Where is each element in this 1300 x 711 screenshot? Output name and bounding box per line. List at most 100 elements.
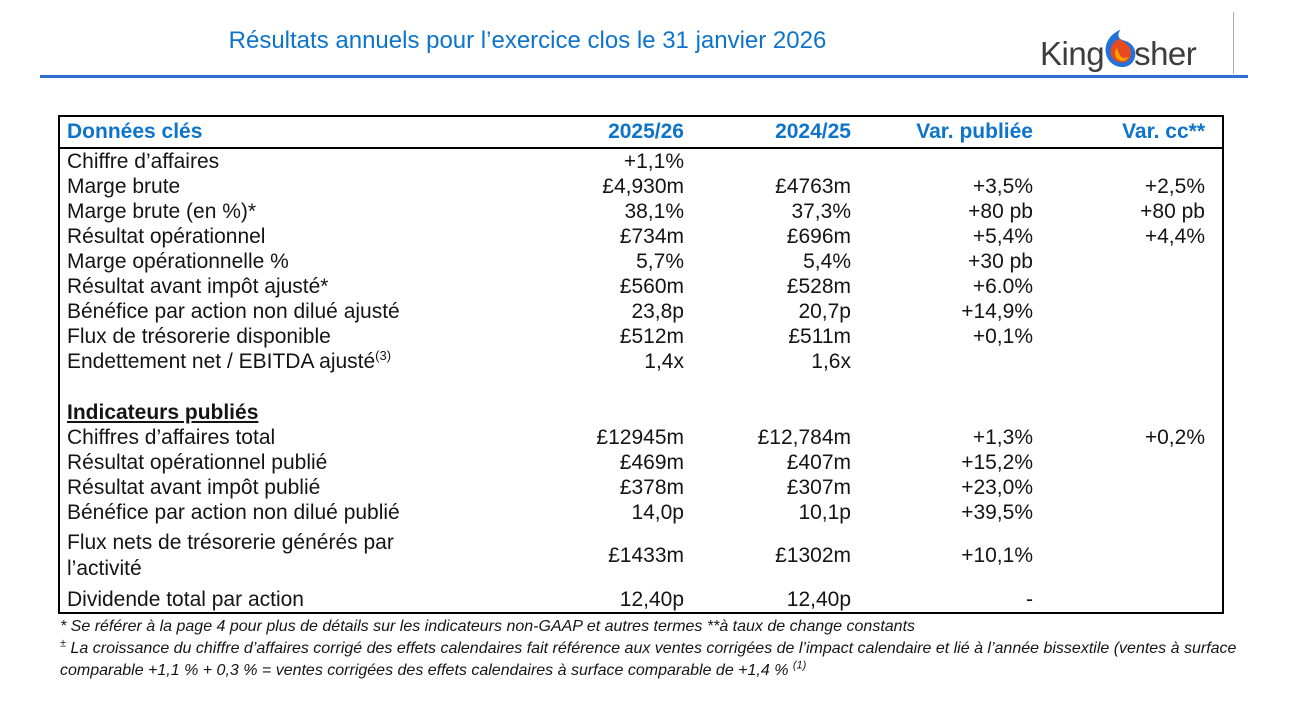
cell-value: [1033, 148, 1223, 174]
cell-value: [1033, 324, 1223, 349]
cell-value: +23,0%: [961, 476, 1033, 499]
cell-value: [1033, 249, 1223, 274]
cell-label: Dividende total par action: [67, 588, 304, 611]
cell-value: [1033, 587, 1223, 613]
footnote-ref-1: (1): [792, 659, 807, 672]
cell-value: 23,8p: [631, 300, 684, 323]
table-row: Bénéfice par action non dilué ajusté 23,8…: [59, 299, 1223, 324]
cell-value: [1033, 475, 1223, 500]
cell-value: +0,1%: [972, 325, 1033, 348]
cell-value: +1,3%: [972, 426, 1033, 449]
cell-value: +39,5%: [961, 501, 1033, 524]
cell-value: £528m: [786, 275, 851, 298]
cell-label: Flux de trésorerie disponible: [67, 325, 331, 348]
cell-value: £696m: [786, 225, 851, 248]
cell-value: £511m: [788, 325, 851, 348]
cell-label: Chiffres d’affaires total: [67, 426, 276, 449]
label-superscript: (3): [375, 348, 392, 363]
cell-value: [1033, 525, 1223, 587]
column-header-var-publiee: Var. publiée: [851, 116, 1033, 149]
key-figures-table-wrap: Données clés 2025/26 2024/25 Var. publié…: [58, 115, 1224, 614]
logo-text-king: King: [1040, 35, 1105, 72]
cell-value: £512m: [619, 325, 684, 348]
spacer-row: [59, 374, 1223, 400]
cell-value: [1033, 299, 1223, 324]
cell-value: 1,4x: [644, 350, 684, 373]
footnote-calendar-adjusted: ± La croissance du chiffre d’affaires co…: [60, 638, 1265, 682]
table-row: Résultat opérationnel £734m £696m +5,4% +4,4…: [59, 224, 1223, 249]
cell-value: +2,5%: [1144, 175, 1205, 198]
cell-label: Résultat opérationnel publié: [67, 451, 328, 474]
footnote-prefix-symbol: ±: [60, 637, 67, 650]
section-row: Indicateurs publiés: [59, 400, 1223, 425]
cell-value: +80 pb: [968, 200, 1033, 223]
cell-value: [1033, 450, 1223, 475]
table-header-row: Données clés 2025/26 2024/25 Var. publié…: [59, 116, 1223, 149]
cell-label: Marge brute: [67, 175, 181, 198]
kingfisher-bird-icon: [1105, 29, 1136, 68]
column-header-2024-25: 2024/25: [684, 116, 851, 149]
table-row: Résultat opérationnel publié £469m £407m +1…: [59, 450, 1223, 475]
table-row: Chiffre d’affaires +1,1%: [59, 148, 1223, 174]
column-header-label: Données clés: [59, 116, 584, 149]
cell-label: Chiffre d’affaires: [67, 150, 220, 173]
cell-value: +5,4%: [972, 225, 1033, 248]
table-row: Marge brute (en %)* 38,1% 37,3% +80 pb +80 p…: [59, 199, 1223, 224]
cell-value: [851, 349, 1033, 374]
section-title: Indicateurs publiés: [67, 401, 259, 424]
cell-value: £1433m: [608, 544, 684, 567]
cell-value: 12,40p: [619, 588, 684, 611]
cell-value: [1033, 274, 1223, 299]
cell-value: £560m: [619, 275, 684, 298]
table-row: Flux de trésorerie disponible £512m £511m +…: [59, 324, 1223, 349]
section-cell: Indicateurs publiés: [59, 400, 1223, 425]
cell-value: 5,4%: [803, 250, 851, 273]
cell-value: +15,2%: [961, 451, 1033, 474]
footnote-text: La croissance du chiffre d’affaires corr…: [60, 640, 1237, 680]
cell-value: £4,930m: [602, 175, 684, 198]
cell-value: 10,1p: [798, 501, 851, 524]
cell-value: +80 pb: [1140, 200, 1205, 223]
cell-value: [1033, 349, 1223, 374]
cell-value: +30 pb: [968, 250, 1033, 273]
cell-label: Résultat avant impôt ajusté*: [67, 275, 329, 298]
cell-value: +6.0%: [972, 275, 1033, 298]
cell-value: -: [1026, 588, 1033, 611]
cell-value: [1033, 500, 1223, 525]
cell-value: £4763m: [775, 175, 851, 198]
footnotes: * Se référer à la page 4 pour plus de dé…: [60, 616, 1265, 682]
key-figures-table: Données clés 2025/26 2024/25 Var. publié…: [58, 115, 1224, 614]
table-row: Dividende total par action 12,40p 12,40p -: [59, 587, 1223, 613]
table-row: Résultat avant impôt publié £378m £307m +23…: [59, 475, 1223, 500]
cell-value: +0,2%: [1144, 426, 1205, 449]
cell-label: Résultat avant impôt publié: [67, 476, 321, 499]
column-header-var-cc: Var. cc**: [1033, 116, 1223, 149]
page-title: Résultats annuels pour l’exercice clos l…: [228, 27, 827, 54]
cell-value: 12,40p: [786, 588, 851, 611]
cell-label: Marge brute (en %)*: [67, 200, 257, 223]
table-row: Marge brute £4,930m £4763m +3,5% +2,5%: [59, 174, 1223, 199]
cell-value: [851, 148, 1033, 174]
cell-value: 14,0p: [631, 501, 684, 524]
cell-label: Endettement net / EBITDA ajusté(3): [67, 348, 392, 373]
cell-label: Résultat opérationnel: [67, 225, 266, 248]
cell-value: +10,1%: [961, 544, 1033, 567]
cell-value: £1302m: [775, 544, 851, 567]
cell-value: +4,4%: [1144, 225, 1205, 248]
cell-value: £734m: [619, 225, 684, 248]
spacer-cell: [59, 374, 1223, 400]
cell-value: £407m: [786, 451, 851, 474]
cell-value: +14,9%: [961, 300, 1033, 323]
cell-value: £378m: [619, 476, 684, 499]
column-header-2025-26: 2025/26: [584, 116, 684, 149]
cell-value: 5,7%: [636, 250, 684, 273]
cell-value: £469m: [619, 451, 684, 474]
table-row: Marge opérationnelle % 5,7% 5,4% +30 pb: [59, 249, 1223, 274]
cell-label: Bénéfice par action non dilué ajusté: [67, 300, 400, 323]
table-row: Flux nets de trésorerie générés par l’ac…: [59, 525, 1223, 587]
cell-label: Flux nets de trésorerie générés par l’ac…: [67, 531, 394, 580]
cell-label: Marge opérationnelle %: [67, 250, 289, 273]
cell-value: +1,1%: [623, 150, 684, 173]
kingfisher-logo: King sher: [1040, 29, 1197, 78]
cell-value: £12,784m: [757, 426, 851, 449]
